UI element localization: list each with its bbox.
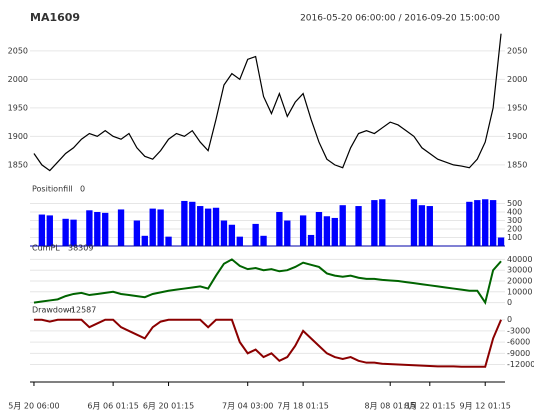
bar xyxy=(497,237,505,246)
x-tick-label: 8月 22 01:15 xyxy=(404,402,455,411)
bar xyxy=(482,199,489,246)
panel-title: CumPL xyxy=(32,244,60,253)
y-tick-label: 10000 xyxy=(507,287,532,296)
y-tick-label: 200 xyxy=(507,225,522,234)
y-tick-label: 100 xyxy=(507,233,522,242)
bar xyxy=(466,201,473,246)
bar xyxy=(212,207,220,246)
y-tick-label: -3000 xyxy=(507,326,530,335)
bar xyxy=(236,236,243,246)
chart-title: MA1609 xyxy=(30,11,80,24)
bar xyxy=(46,215,53,246)
bar xyxy=(307,234,315,246)
panel-last-value: -12587 xyxy=(68,306,96,315)
bar xyxy=(38,214,46,246)
bar xyxy=(371,200,378,246)
bar xyxy=(228,224,236,246)
bar xyxy=(141,235,148,246)
bar xyxy=(189,201,196,246)
y-tick-label: 1850 xyxy=(507,160,527,169)
series-line xyxy=(33,258,502,306)
y-tick-label: 0 xyxy=(507,298,512,307)
bar xyxy=(276,212,283,246)
bar xyxy=(418,205,426,246)
y-tick-label: 1850 xyxy=(8,160,28,169)
y-tick-label: 40000 xyxy=(507,255,532,264)
bar xyxy=(62,218,69,246)
bar xyxy=(70,219,77,246)
x-tick-label: 7月 04 03:00 xyxy=(222,402,273,411)
bar xyxy=(220,220,228,246)
x-tick-label: 9月 12 01:15 xyxy=(459,402,510,411)
y-tick-label: 30000 xyxy=(507,266,532,275)
bar xyxy=(474,200,481,246)
bar xyxy=(86,210,93,246)
x-tick-label: 6月 20 01:15 xyxy=(143,402,194,411)
panel-title: Positionfill xyxy=(32,185,73,194)
y-tick-label: 1900 xyxy=(507,132,527,141)
y-tick-label: 400 xyxy=(507,208,522,217)
bar xyxy=(102,212,109,246)
bar xyxy=(204,208,212,246)
y-tick-label: 300 xyxy=(507,216,522,225)
series-line xyxy=(33,33,502,172)
x-tick-label: 7月 18 01:15 xyxy=(277,402,328,411)
y-tick-label: 1950 xyxy=(8,103,28,112)
panel-last-value: 38309 xyxy=(68,244,93,253)
y-tick-label: -6000 xyxy=(507,338,530,347)
y-tick-label: 500 xyxy=(507,199,522,208)
y-tick-label: -12000 xyxy=(507,360,534,369)
y-tick-label: 1900 xyxy=(8,132,28,141)
bar xyxy=(252,223,259,246)
y-tick-label: 20000 xyxy=(507,277,532,286)
bar xyxy=(426,206,433,246)
bar xyxy=(94,212,101,246)
series-line xyxy=(33,318,502,368)
bar xyxy=(299,215,307,246)
bar xyxy=(133,220,141,246)
y-tick-label: 2050 xyxy=(507,46,527,55)
panel-last-value: 0 xyxy=(80,185,85,194)
bar xyxy=(157,209,164,246)
x-tick-label: 8月 08 01:15 xyxy=(364,402,415,411)
bar xyxy=(260,235,267,246)
bar xyxy=(149,208,156,246)
y-tick-label: 2000 xyxy=(8,75,28,84)
x-tick-label: 6月 06 01:15 xyxy=(87,402,138,411)
bar xyxy=(284,220,291,246)
bar xyxy=(165,236,172,246)
x-tick-label: 5月 20 06:00 xyxy=(8,402,59,411)
bar xyxy=(379,199,386,246)
panel-title: Drawdown xyxy=(32,306,74,315)
bar xyxy=(181,200,188,246)
bar xyxy=(489,200,497,246)
y-tick-label: 0 xyxy=(507,315,512,324)
y-tick-label: 1950 xyxy=(507,103,527,112)
bar xyxy=(323,216,331,246)
bar xyxy=(315,212,323,246)
bar xyxy=(331,217,338,246)
bar xyxy=(410,199,418,246)
chart-subtitle: 2016-05-20 06:00:00 / 2016-09-20 15:00:0… xyxy=(300,14,500,24)
bar xyxy=(197,206,204,246)
bar xyxy=(339,205,346,246)
y-tick-label: -9000 xyxy=(507,349,530,358)
bar xyxy=(117,209,125,246)
y-tick-label: 2000 xyxy=(507,75,527,84)
bar xyxy=(355,206,362,246)
y-tick-label: 2050 xyxy=(8,46,28,55)
